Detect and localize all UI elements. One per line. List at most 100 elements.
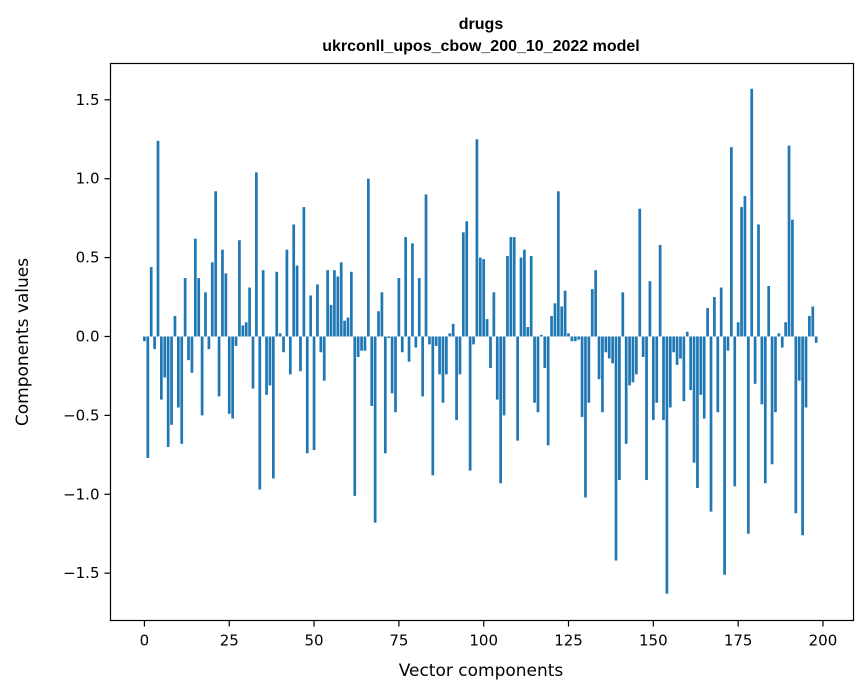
x-tick-label: 125 [554, 632, 583, 650]
bar-152 [658, 244, 662, 337]
bar-41 [282, 336, 285, 353]
bar-126 [570, 336, 574, 342]
bar-71 [383, 336, 387, 454]
bar-73 [390, 336, 394, 394]
bar-158 [679, 336, 682, 359]
bar-8 [170, 336, 173, 425]
bar-81 [417, 278, 421, 337]
bar-106 [502, 336, 506, 416]
bar-145 [635, 336, 638, 375]
bar-176 [740, 207, 743, 337]
bar-70 [380, 292, 384, 337]
bar-156 [672, 336, 676, 353]
bar-9 [173, 315, 177, 337]
bar-43 [288, 336, 292, 375]
bar-123 [560, 306, 564, 337]
bar-122 [556, 191, 560, 337]
bar-179 [750, 88, 754, 337]
bar-164 [699, 336, 703, 395]
bar-60 [346, 317, 350, 337]
bar-19 [207, 336, 211, 350]
bar-4 [156, 140, 160, 337]
bars-group [143, 88, 818, 594]
bar-170 [719, 287, 723, 337]
bar-104 [495, 336, 499, 400]
bar-162 [692, 336, 696, 463]
bar-6 [163, 336, 167, 378]
bar-185 [770, 336, 774, 465]
bar-139 [614, 336, 618, 561]
bar-16 [197, 278, 201, 337]
x-tick-label: 200 [809, 632, 838, 650]
bar-13 [187, 336, 190, 361]
y-tick-label: −1.0 [63, 485, 99, 503]
bar-121 [553, 303, 557, 337]
x-tick-label: 100 [469, 632, 498, 650]
bar-50 [312, 336, 316, 451]
bar-116 [536, 336, 540, 413]
y-tick-label: −1.5 [63, 564, 99, 582]
bar-51 [316, 284, 319, 337]
bar-115 [533, 336, 536, 403]
bar-133 [594, 270, 598, 337]
bar-28 [238, 240, 241, 337]
bar-178 [746, 336, 750, 534]
bar-102 [489, 336, 492, 369]
bar-64 [360, 336, 363, 351]
x-tick-label: 175 [724, 632, 753, 650]
bar-59 [343, 320, 346, 337]
bar-148 [645, 336, 648, 481]
bar-78 [407, 336, 411, 362]
bar-192 [794, 336, 798, 514]
bar-188 [780, 336, 784, 348]
bar-52 [319, 336, 323, 353]
bar-163 [696, 336, 699, 488]
bar-147 [641, 336, 645, 357]
bar-182 [760, 336, 764, 405]
bar-88 [441, 336, 445, 403]
bar-57 [336, 276, 340, 337]
bar-5 [160, 336, 163, 400]
bar-94 [461, 232, 465, 337]
y-tick-label: 1.0 [76, 170, 100, 188]
bar-95 [465, 221, 469, 337]
bar-37 [268, 336, 272, 386]
bar-175 [736, 322, 740, 337]
bar-194 [801, 336, 804, 536]
bar-117 [540, 334, 543, 337]
bar-15 [193, 238, 197, 337]
bar-150 [651, 336, 655, 421]
bar-137 [607, 336, 611, 359]
y-tick-label: −0.5 [63, 406, 99, 424]
bar-125 [567, 333, 570, 337]
bar-146 [638, 208, 642, 337]
bar-36 [265, 336, 268, 395]
bar-168 [713, 297, 716, 337]
bar-83 [424, 194, 428, 337]
bar-3 [153, 336, 156, 350]
bar-82 [421, 336, 424, 397]
bar-97 [472, 336, 475, 345]
bar-39 [275, 271, 279, 337]
bar-48 [305, 336, 309, 454]
bar-17 [200, 336, 204, 416]
bar-120 [550, 315, 553, 337]
bar-99 [478, 257, 482, 337]
bar-103 [492, 292, 496, 337]
bar-112 [523, 249, 526, 337]
bar-138 [611, 336, 614, 364]
bar-14 [190, 336, 194, 373]
bar-80 [414, 336, 418, 348]
bar-181 [757, 224, 760, 337]
bar-58 [339, 262, 343, 337]
bar-0 [143, 336, 146, 342]
bar-54 [326, 270, 329, 337]
bar-30 [244, 322, 248, 337]
y-tick-label: 0.0 [76, 327, 100, 345]
bar-84 [428, 336, 431, 345]
bar-25 [227, 336, 231, 414]
bar-127 [573, 336, 577, 342]
bar-77 [404, 237, 408, 337]
bar-11 [180, 336, 184, 444]
chart-subtitle: ukrconll_upos_cbow_200_10_2022 model [322, 38, 639, 55]
